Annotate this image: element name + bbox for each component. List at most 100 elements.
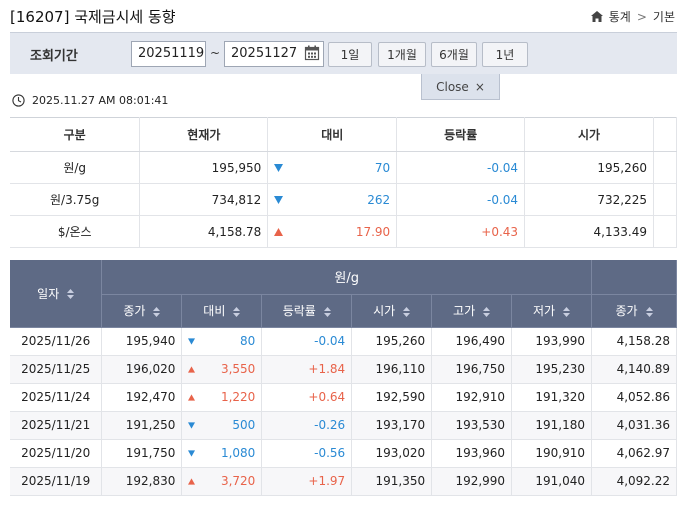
history-change-value: 500 [232, 418, 256, 432]
history-change: 3,720 [181, 467, 263, 496]
close-icon: × [474, 79, 485, 94]
history-close: 192,830 [101, 467, 183, 496]
history-usd-close: 4,031.36 [591, 411, 677, 440]
end-date-input[interactable]: 20251127 [224, 41, 324, 67]
breadcrumb-item-stats[interactable]: 통계 [608, 10, 631, 24]
triangle-down-icon [274, 163, 284, 172]
summary-overflow [653, 151, 677, 184]
sort-icon [323, 306, 331, 317]
summary-row: 원/g 195,950 70 -0.04 195,260 [10, 151, 677, 184]
history-header-date-label: 일자 [37, 286, 60, 301]
triangle-down-icon [188, 337, 196, 345]
summary-change: 17.90 [267, 215, 398, 248]
period-1month-button[interactable]: 1개월 [378, 42, 426, 67]
breadcrumb-separator-icon: > [636, 9, 647, 24]
history-rate: -0.56 [261, 439, 353, 468]
history-low: 191,320 [511, 383, 592, 412]
period-1day-button[interactable]: 1일 [328, 42, 372, 67]
start-date-input[interactable]: 20251119 [131, 41, 206, 67]
history-subheader[interactable]: 종가 [591, 294, 677, 328]
history-close: 195,940 [101, 327, 183, 356]
clock-icon [12, 94, 25, 107]
history-date: 2025/11/26 [10, 327, 103, 356]
close-search-button[interactable]: Close × [421, 74, 500, 100]
history-high: 192,910 [431, 383, 513, 412]
history-subheader[interactable]: 종가 [101, 294, 183, 328]
history-subheader[interactable]: 등락률 [261, 294, 353, 328]
history-rate: -0.26 [261, 411, 353, 440]
sort-icon [483, 306, 491, 317]
history-close: 191,250 [101, 411, 183, 440]
close-label: Close [436, 79, 469, 94]
period-6month-button[interactable]: 6개월 [431, 42, 477, 67]
history-change-value: 1,220 [220, 390, 256, 404]
period-1year-button[interactable]: 1년 [482, 42, 528, 67]
history-subheader-label: 종가 [615, 304, 638, 318]
history-usd-close: 4,140.89 [591, 355, 677, 384]
history-rate: +1.84 [261, 355, 353, 384]
history-subheader[interactable]: 시가 [351, 294, 433, 328]
history-rate: +1.97 [261, 467, 353, 496]
history-subheader-label: 고가 [453, 304, 476, 318]
history-open: 192,590 [351, 383, 433, 412]
triangle-up-icon [188, 477, 196, 485]
home-icon[interactable] [590, 11, 603, 22]
summary-row: 원/3.75g 734,812 262 -0.04 732,225 [10, 183, 677, 216]
sort-icon [67, 289, 75, 300]
history-high: 193,530 [431, 411, 513, 440]
history-subheader[interactable]: 고가 [431, 294, 513, 328]
history-header-date[interactable]: 일자 [10, 260, 103, 328]
triangle-down-icon [188, 449, 196, 457]
breadcrumb-item-basic[interactable]: 기본 [652, 10, 675, 24]
history-change: 1,220 [181, 383, 263, 412]
sort-icon [233, 306, 241, 317]
summary-header-row: 구분 현재가 대비 등락률 시가 [10, 117, 677, 152]
history-usd-close: 4,062.97 [591, 439, 677, 468]
summary-open: 195,260 [524, 151, 654, 184]
summary-header-type: 구분 [10, 117, 141, 152]
history-header-usd-group [591, 260, 677, 295]
triangle-up-icon [188, 393, 196, 401]
history-usd-close: 4,052.86 [591, 383, 677, 412]
history-date: 2025/11/24 [10, 383, 103, 412]
history-change-value: 1,080 [220, 446, 256, 460]
history-close: 191,750 [101, 439, 183, 468]
summary-current: 195,950 [139, 151, 269, 184]
summary-unit: 원/3.75g [10, 183, 141, 216]
history-change: 80 [181, 327, 263, 356]
summary-current: 4,158.78 [139, 215, 269, 248]
history-subheader[interactable]: 저가 [511, 294, 592, 328]
history-usd-close: 4,158.28 [591, 327, 677, 356]
summary-header-current: 현재가 [139, 117, 269, 152]
date-range-separator: ~ [210, 46, 221, 60]
history-high: 193,960 [431, 439, 513, 468]
history-close: 192,470 [101, 383, 183, 412]
history-rate: -0.04 [261, 327, 353, 356]
history-subheader-label: 시가 [373, 304, 396, 318]
history-open: 193,170 [351, 411, 433, 440]
history-subheader[interactable]: 대비 [181, 294, 263, 328]
sort-icon [403, 306, 411, 317]
history-change-value: 3,720 [220, 474, 256, 488]
sort-icon [645, 306, 653, 317]
triangle-down-icon [274, 195, 284, 204]
history-row: 2025/11/21 191,250 500 -0.26 193,170 193,530 1… [10, 411, 677, 440]
period-label: 조회기간 [30, 49, 78, 64]
history-subheader-label: 저가 [532, 304, 556, 318]
triangle-up-icon [188, 365, 196, 373]
summary-rate: -0.04 [396, 151, 526, 184]
calendar-icon[interactable] [304, 45, 320, 61]
summary-rate: -0.04 [396, 183, 526, 216]
summary-change-value: 17.90 [355, 224, 391, 239]
history-date: 2025/11/20 [10, 439, 103, 468]
summary-header-overflow [653, 117, 677, 152]
timestamp-text: 2025.11.27 AM 08:01:41 [32, 94, 169, 107]
history-high: 196,750 [431, 355, 513, 384]
history-rate: +0.64 [261, 383, 353, 412]
history-high: 196,490 [431, 327, 513, 356]
summary-header-rate: 등락률 [396, 117, 526, 152]
history-open: 191,350 [351, 467, 433, 496]
history-change: 1,080 [181, 439, 263, 468]
history-subheader-label: 종가 [123, 304, 146, 318]
summary-unit: $/온스 [10, 215, 141, 248]
